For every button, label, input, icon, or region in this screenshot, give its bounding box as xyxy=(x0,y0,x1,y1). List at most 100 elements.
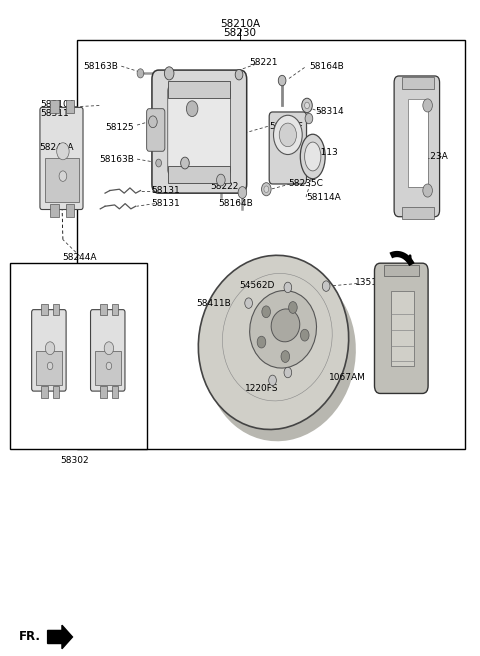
Text: 58314: 58314 xyxy=(316,108,344,117)
Bar xyxy=(408,99,428,187)
Circle shape xyxy=(180,157,189,169)
Bar xyxy=(384,264,420,276)
Bar xyxy=(402,207,434,218)
Bar xyxy=(66,100,74,113)
Circle shape xyxy=(262,182,271,195)
Bar xyxy=(66,203,74,216)
Bar xyxy=(50,203,59,216)
Circle shape xyxy=(48,362,53,370)
Polygon shape xyxy=(48,625,72,649)
Bar xyxy=(402,77,434,89)
Circle shape xyxy=(284,282,292,293)
Circle shape xyxy=(274,115,302,155)
Text: 58163B: 58163B xyxy=(83,62,118,71)
Bar xyxy=(53,386,60,398)
Text: FR.: FR. xyxy=(19,630,41,644)
Circle shape xyxy=(279,123,297,147)
Circle shape xyxy=(302,98,312,113)
Circle shape xyxy=(45,342,55,355)
Circle shape xyxy=(186,101,198,117)
Bar xyxy=(36,351,62,385)
Circle shape xyxy=(137,69,144,78)
FancyBboxPatch shape xyxy=(269,112,307,184)
FancyBboxPatch shape xyxy=(168,86,230,174)
Bar xyxy=(77,40,465,449)
Text: 58311: 58311 xyxy=(40,109,69,118)
FancyBboxPatch shape xyxy=(374,263,428,394)
Circle shape xyxy=(216,174,225,186)
Ellipse shape xyxy=(271,309,300,342)
Text: 58164B: 58164B xyxy=(218,199,252,208)
Text: 58131: 58131 xyxy=(152,186,180,195)
Text: 58125F: 58125F xyxy=(270,122,303,131)
Circle shape xyxy=(300,329,309,341)
Text: 58123A: 58123A xyxy=(413,152,448,161)
Bar xyxy=(50,100,59,113)
Bar xyxy=(408,99,428,187)
Circle shape xyxy=(284,367,292,378)
Bar xyxy=(112,386,119,398)
Circle shape xyxy=(305,102,310,109)
Text: 58411B: 58411B xyxy=(196,298,231,308)
Bar xyxy=(41,304,48,316)
Text: 54562D: 54562D xyxy=(239,281,275,290)
Circle shape xyxy=(57,143,69,160)
Circle shape xyxy=(164,67,174,80)
Circle shape xyxy=(278,75,286,86)
Circle shape xyxy=(281,351,289,362)
Text: 58235C: 58235C xyxy=(288,180,323,188)
Text: 58230: 58230 xyxy=(224,28,256,39)
Circle shape xyxy=(264,186,269,192)
Circle shape xyxy=(423,184,432,197)
FancyBboxPatch shape xyxy=(394,76,440,216)
Bar xyxy=(112,304,119,316)
Bar xyxy=(391,291,414,366)
Text: 1067AM: 1067AM xyxy=(328,373,365,382)
Text: 58164B: 58164B xyxy=(310,62,344,71)
Text: 58114A: 58114A xyxy=(306,193,341,201)
FancyBboxPatch shape xyxy=(147,109,165,152)
Text: 58302: 58302 xyxy=(60,456,89,464)
Bar xyxy=(53,304,60,316)
Text: 58125: 58125 xyxy=(105,123,134,133)
Ellipse shape xyxy=(305,142,321,171)
Circle shape xyxy=(257,337,266,348)
Circle shape xyxy=(59,171,67,181)
Bar xyxy=(100,386,107,398)
Text: 58221: 58221 xyxy=(250,58,278,68)
Bar xyxy=(100,304,107,316)
Circle shape xyxy=(238,186,247,198)
Circle shape xyxy=(235,70,243,80)
Text: 58210A: 58210A xyxy=(220,18,260,29)
Ellipse shape xyxy=(300,134,325,178)
Bar xyxy=(168,167,230,182)
FancyBboxPatch shape xyxy=(32,310,66,391)
Text: 1220FS: 1220FS xyxy=(245,384,278,393)
Text: 58222: 58222 xyxy=(211,182,239,191)
Text: 58163B: 58163B xyxy=(99,155,134,163)
Circle shape xyxy=(288,302,297,314)
Ellipse shape xyxy=(250,291,316,368)
Ellipse shape xyxy=(205,267,356,441)
Circle shape xyxy=(269,375,276,386)
Text: 58131: 58131 xyxy=(152,199,180,208)
Text: 58113: 58113 xyxy=(310,148,338,157)
Circle shape xyxy=(262,306,270,318)
Bar xyxy=(168,81,230,98)
Circle shape xyxy=(245,298,252,308)
Ellipse shape xyxy=(198,255,348,430)
Bar xyxy=(45,158,79,202)
Circle shape xyxy=(156,159,161,167)
Text: 58310A: 58310A xyxy=(40,100,75,109)
Circle shape xyxy=(106,362,112,370)
Bar xyxy=(10,262,147,449)
Circle shape xyxy=(149,116,157,128)
FancyBboxPatch shape xyxy=(152,70,247,193)
FancyBboxPatch shape xyxy=(40,108,83,209)
Circle shape xyxy=(104,342,114,355)
Circle shape xyxy=(323,281,330,291)
Text: 1351JD: 1351JD xyxy=(355,277,387,287)
FancyBboxPatch shape xyxy=(91,310,125,391)
Text: 58244A: 58244A xyxy=(39,144,73,152)
Bar xyxy=(41,386,48,398)
